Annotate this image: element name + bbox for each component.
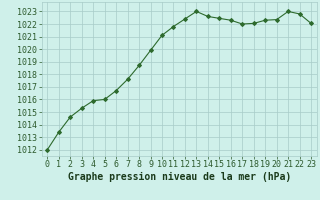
X-axis label: Graphe pression niveau de la mer (hPa): Graphe pression niveau de la mer (hPa) [68,172,291,182]
